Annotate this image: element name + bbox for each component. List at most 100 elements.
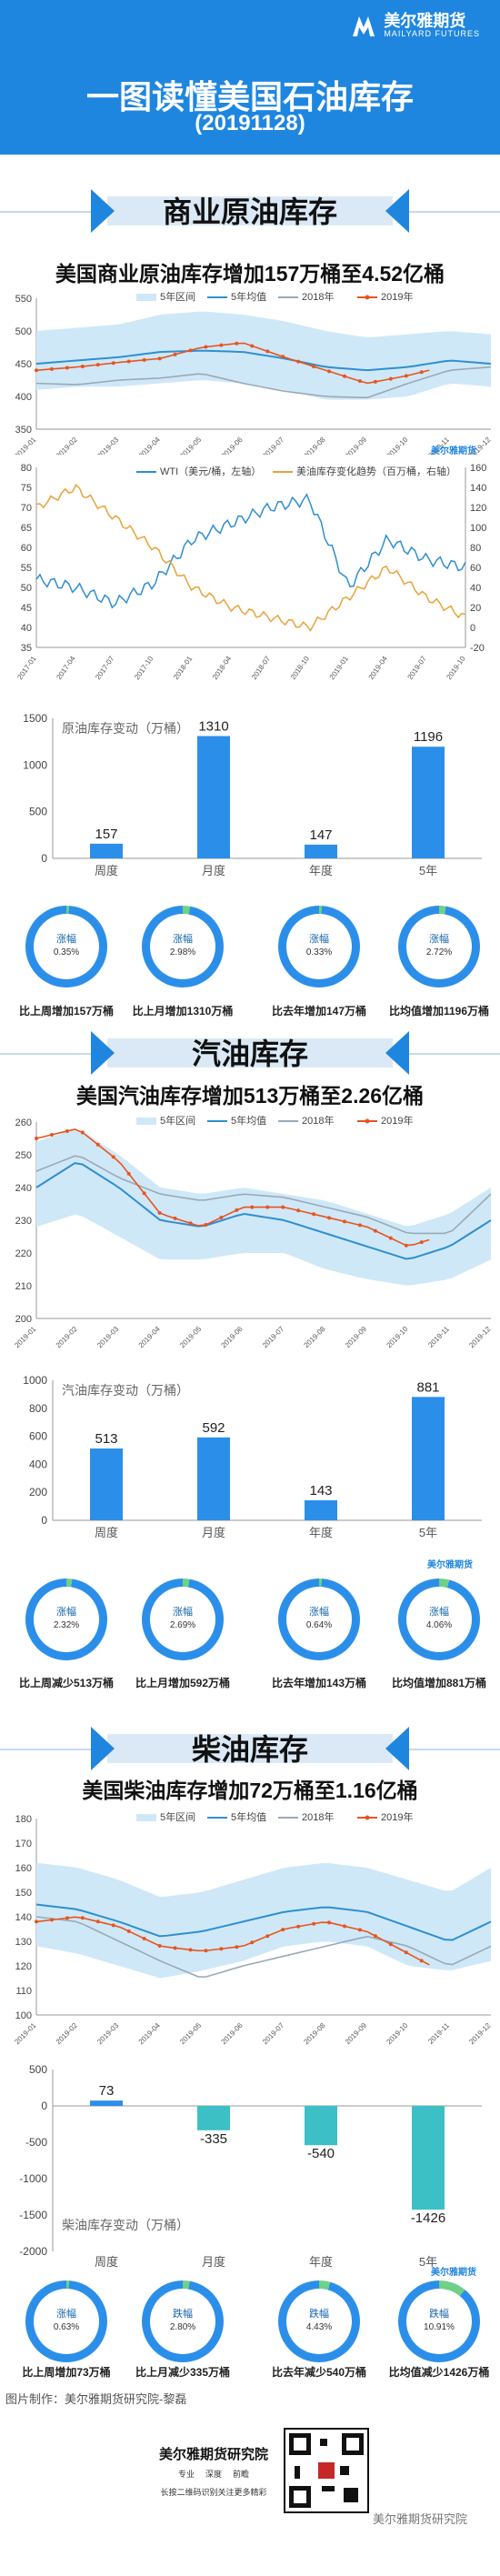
- data-label: 881: [416, 1379, 439, 1395]
- legend-label: 5年均值: [231, 1114, 266, 1127]
- data-point: [281, 1205, 285, 1209]
- section-banner-gasoline: 汽油库存: [91, 1027, 409, 1078]
- change-label: 跌幅: [309, 2309, 329, 2320]
- y-tick-label: 250: [15, 1150, 32, 1161]
- x-tick-label: 2019-02: [55, 2021, 80, 2047]
- x-tick-label: 2019-04: [137, 436, 163, 455]
- y-tick-label: 160: [15, 1863, 32, 1874]
- x-tick-label: 2019-11: [426, 2021, 451, 2046]
- x-tick-label: 周度: [95, 1526, 118, 1539]
- data-point: [126, 359, 131, 364]
- series-line: [35, 1162, 492, 1260]
- change-caption: 比均值增加1196万桶: [388, 1005, 490, 1017]
- data-point: [327, 1216, 332, 1220]
- chart-title: 美国汽油库存增加513万桶至2.26亿桶: [75, 1084, 425, 1108]
- y-tick-label: 35: [21, 643, 32, 654]
- data-point: [95, 1919, 100, 1924]
- bar: [412, 747, 445, 858]
- x-tick-label: 5年: [419, 2255, 437, 2269]
- series-line: [35, 1916, 430, 1966]
- data-label: 1310: [198, 719, 228, 735]
- x-tick-label: 2019-10: [385, 2021, 410, 2047]
- data-point: [204, 1949, 208, 1953]
- x-tick-label: 2019-05: [178, 2021, 204, 2047]
- bar: [90, 2100, 123, 2106]
- x-tick-label: 2019-05: [178, 436, 204, 455]
- y-tick-label: 0: [41, 852, 47, 865]
- data-point: [188, 1948, 193, 1952]
- legend-swatch: [136, 1118, 156, 1125]
- change-circle: 跌幅 2.80%: [135, 2273, 231, 2370]
- crude-captions: 比上周增加157万桶 比上月增加1310万桶 比去年增加147万桶 比均值增加1196…: [0, 1003, 500, 1021]
- x-tick-label: 2019-01: [13, 436, 38, 455]
- x-tick-label: 5年: [419, 864, 437, 877]
- brand-name: 美尔雅期货: [384, 12, 466, 30]
- gasoline-inventory-chart: 200 210 220 230 240 250 260 2019-01 2019-02 2019-…: [13, 1114, 493, 1350]
- change-circle: 涨幅 0.64%: [271, 1571, 367, 1668]
- y-tick-label-right: 120: [470, 503, 486, 514]
- change-caption: 比上月减少335万桶: [135, 2366, 231, 2379]
- legend-label: WTI（美元/桶，左轴）: [160, 465, 261, 477]
- x-tick-label: 2019-10: [445, 655, 467, 682]
- change-caption: 比上月增加1310万桶: [132, 1005, 234, 1017]
- left-arrow-icon: [91, 1727, 115, 1770]
- change-label: 涨幅: [309, 934, 329, 945]
- y-tick-label: 500: [29, 806, 47, 818]
- change-label: 涨幅: [173, 1607, 193, 1618]
- x-tick-label: 2019-08: [302, 436, 327, 455]
- legend-label: 2019年: [381, 1114, 413, 1127]
- y-tick-label: 150: [15, 1888, 32, 1899]
- diesel-change-bar-chart: -2000 -1500 -1000 -500 0 500 73 周度 -335 月度 -540 年度 -…: [19, 2063, 482, 2269]
- data-point: [250, 1940, 255, 1945]
- bar: [412, 2106, 445, 2210]
- x-tick-label: 2019-09: [344, 1325, 369, 1350]
- data-label: 157: [95, 827, 117, 842]
- data-point: [265, 349, 270, 354]
- x-tick-label: 2019-10: [385, 436, 410, 455]
- y-tick-label: 240: [15, 1183, 32, 1194]
- data-point: [404, 374, 408, 378]
- series-line: [35, 349, 492, 372]
- wechat-account: 美尔雅期货研究院: [373, 2512, 468, 2526]
- data-point: [204, 345, 208, 349]
- y-tick-label: 600: [29, 1430, 47, 1443]
- gasoline-change-circles: 涨幅 2.32% 涨幅 2.69% 涨幅 0.64% 涨幅 4.06%: [0, 1571, 500, 1673]
- change-value: 2.98%: [169, 947, 196, 957]
- data-point: [296, 359, 301, 364]
- watermark: 美尔雅期货: [431, 446, 476, 456]
- data-point: [235, 1945, 239, 1950]
- change-caption: 比去年减少540万桶: [271, 2366, 367, 2379]
- y-tick-label: 210: [15, 1281, 32, 1292]
- change-caption: 比上月增加592万桶: [135, 1677, 231, 1689]
- x-tick-label: 2019-02: [55, 436, 80, 455]
- x-tick-label: 月度: [202, 1526, 225, 1539]
- diesel-captions: 比上周增加73万桶 比上月减少335万桶 比去年减少540万桶 比均值减少1426万桶: [0, 2364, 500, 2382]
- x-tick-label: 年度: [309, 1526, 333, 1539]
- x-tick-label: 2019-12: [467, 2021, 493, 2047]
- change-value: 2.32%: [53, 1620, 80, 1630]
- brand-sub: MAILYARD FUTURES: [384, 29, 480, 38]
- legend-label: 2018年: [302, 290, 334, 303]
- y-tick-label: 1000: [23, 1374, 47, 1387]
- x-tick-label: 周度: [95, 2255, 118, 2269]
- legend-label: 2018年: [302, 1114, 334, 1127]
- legend-label: 5年区间: [160, 1114, 195, 1127]
- progress-ring-center: [150, 1587, 215, 1652]
- data-point: [388, 1942, 393, 1947]
- y-tick-label: 70: [21, 503, 32, 514]
- change-label: 涨幅: [173, 934, 193, 945]
- qr-code-icon[interactable]: [284, 2428, 369, 2513]
- change-caption: 比上周减少513万桶: [18, 1677, 115, 1689]
- change-value: 0.33%: [305, 947, 333, 957]
- data-point: [95, 363, 100, 367]
- right-arrow-icon: [385, 189, 409, 233]
- section-banner-crude: 商业原油库存: [91, 185, 409, 236]
- data-point: [49, 366, 54, 371]
- x-tick-label: 年度: [309, 864, 333, 877]
- legend-swatch: [136, 1814, 156, 1821]
- series-line: [35, 1155, 492, 1235]
- data-point: [35, 368, 38, 373]
- data-point: [357, 379, 362, 384]
- data-point: [142, 357, 146, 362]
